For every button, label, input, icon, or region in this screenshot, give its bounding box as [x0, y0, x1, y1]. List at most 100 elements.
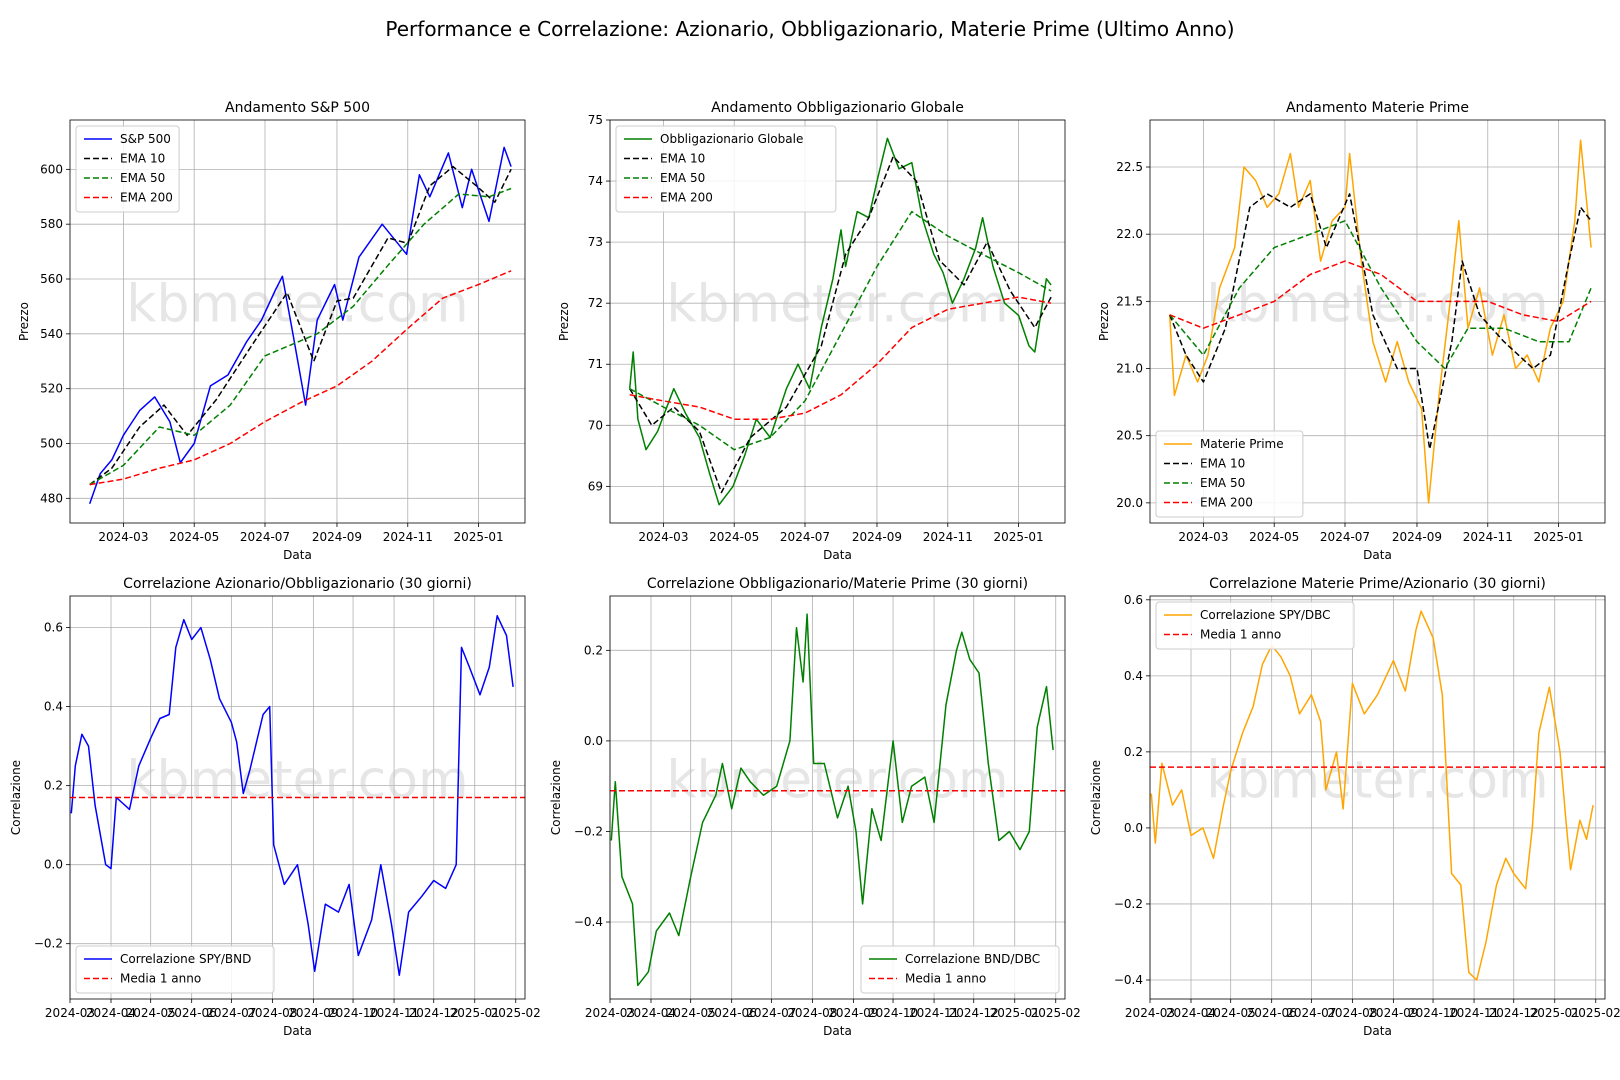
y-axis-label: Correlazione: [1089, 760, 1103, 835]
legend: Correlazione BND/DBC Media 1 anno: [860, 945, 1060, 994]
y-tick-label: −0.2: [1114, 897, 1143, 911]
legend: S&P 500 EMA 10 EMA 50 EMA 200: [75, 125, 180, 213]
legend-label: S&P 500: [120, 132, 171, 146]
y-tick-label: 0.4: [44, 700, 63, 714]
x-tick-label: 2024-03: [1125, 1006, 1175, 1020]
legend-label: EMA 200: [120, 191, 173, 205]
legend: Materie Prime EMA 10 EMA 50 EMA 200: [1155, 430, 1304, 518]
watermark: kbmeter.com: [126, 751, 468, 811]
legend-box: [75, 125, 180, 213]
y-tick-label: 540: [40, 327, 63, 341]
chart-corr_spy_bnd: Correlazione Azionario/Obbligazionario (…: [9, 576, 541, 1038]
y-tick-label: 600: [40, 162, 63, 176]
x-axis-label: Data: [283, 548, 312, 562]
y-tick-label: 0.4: [1124, 669, 1143, 683]
series-line-2: [89, 187, 512, 486]
series-line-0: [1150, 610, 1594, 981]
x-tick-label: 2025-01: [1534, 530, 1584, 544]
legend-label: Correlazione SPY/DBC: [1200, 608, 1331, 622]
x-tick-label: 2024-07: [1320, 530, 1370, 544]
x-tick-label: 2024-09: [312, 530, 362, 544]
y-tick-label: 0.0: [44, 858, 63, 872]
series-line-1: [89, 165, 512, 486]
x-tick-label: 2024-11: [369, 1006, 419, 1020]
x-tick-label: 2025-01: [990, 1006, 1040, 1020]
x-tick-label: 2024-06: [1247, 1006, 1297, 1020]
figure-title: Performance e Correlazione: Azionario, O…: [385, 17, 1234, 41]
x-tick-label: 2024-07: [206, 1006, 256, 1020]
series-line-0: [1168, 139, 1592, 504]
watermark: kbmeter.com: [126, 275, 468, 335]
x-tick-label: 2024-05: [1206, 1006, 1256, 1020]
x-tick-label: 2024-06: [167, 1006, 217, 1020]
y-tick-label: 75: [588, 113, 603, 127]
axes-frame: [69, 119, 526, 524]
y-tick-label: 0.2: [44, 779, 63, 793]
legend: Obbligazionario Globale EMA 10 EMA 50 EMA 2…: [615, 125, 837, 213]
x-axis-label: Data: [1363, 548, 1392, 562]
y-tick-label: 500: [40, 436, 63, 450]
axes-frame: [1149, 595, 1606, 1000]
x-axis-label: Data: [283, 1024, 312, 1038]
x-tick-label: 2024-03: [1178, 530, 1228, 544]
x-tick-label: 2024-04: [1166, 1006, 1216, 1020]
legend-label: Media 1 anno: [905, 972, 986, 986]
y-axis-label: Prezzo: [17, 302, 31, 341]
x-axis-label: Data: [1363, 1024, 1392, 1038]
x-tick-label: 2024-03: [638, 530, 688, 544]
axes-frame: [69, 595, 526, 1000]
series-line-3: [629, 296, 1052, 420]
x-tick-label: 2024-10: [1408, 1006, 1458, 1020]
legend-label: Correlazione BND/DBC: [905, 952, 1040, 966]
y-tick-label: −0.2: [34, 937, 63, 951]
x-tick-label: 2024-09: [1368, 1006, 1418, 1020]
legend: Correlazione SPY/BND Media 1 anno: [75, 945, 275, 994]
y-axis-label: Prezzo: [557, 302, 571, 341]
legend-label: Media 1 anno: [1200, 628, 1281, 642]
legend-label: EMA 200: [1200, 496, 1253, 510]
x-tick-label: 2024-08: [247, 1006, 297, 1020]
legend-label: EMA 200: [660, 191, 713, 205]
axes-frame: [609, 595, 1066, 1000]
subplot-title: Andamento Obbligazionario Globale: [711, 100, 964, 116]
legend-box: [860, 945, 1060, 994]
y-tick-label: −0.4: [1114, 973, 1143, 987]
chart-corr_dbc_spy: Correlazione Materie Prime/Azionario (30…: [1089, 576, 1620, 1038]
plot-area: [610, 613, 1065, 987]
legend: Correlazione SPY/DBC Media 1 anno: [1155, 601, 1355, 650]
x-tick-label: 2024-06: [707, 1006, 757, 1020]
series-line-0: [88, 146, 512, 505]
watermark: kbmeter.com: [666, 751, 1008, 811]
series-line-0: [70, 615, 514, 977]
x-tick-label: 2024-05: [709, 530, 759, 544]
y-tick-label: 0.6: [1124, 593, 1143, 607]
legend-label: EMA 10: [120, 152, 165, 166]
x-tick-label: 2025-02: [491, 1006, 541, 1020]
x-tick-label: 2024-05: [666, 1006, 716, 1020]
y-tick-label: 22.5: [1116, 160, 1143, 174]
x-tick-label: 2024-05: [126, 1006, 176, 1020]
x-tick-label: 2024-09: [828, 1006, 878, 1020]
axes-frame: [609, 119, 1066, 524]
x-tick-label: 2025-02: [1571, 1006, 1620, 1020]
legend-box: [1155, 430, 1304, 518]
plot-area: [1150, 610, 1605, 981]
x-tick-label: 2025-01: [1530, 1006, 1580, 1020]
legend-label: Obbligazionario Globale: [660, 132, 803, 146]
y-tick-label: −0.2: [574, 824, 603, 838]
x-tick-label: 2024-08: [787, 1006, 837, 1020]
plot-area: [628, 137, 1052, 506]
x-tick-label: 2024-09: [288, 1006, 338, 1020]
subplot-title: Correlazione Azionario/Obbligazionario (…: [123, 576, 472, 592]
x-tick-label: 2024-11: [1449, 1006, 1499, 1020]
subplot-title: Andamento Materie Prime: [1286, 100, 1469, 116]
plot-area: [88, 146, 512, 505]
series-line-2: [1169, 220, 1592, 370]
y-tick-label: 73: [588, 235, 603, 249]
x-tick-label: 2024-10: [328, 1006, 378, 1020]
x-tick-label: 2024-11: [923, 530, 973, 544]
x-tick-label: 2024-07: [240, 530, 290, 544]
subplot-title: Correlazione Obbligazionario/Materie Pri…: [647, 576, 1028, 592]
